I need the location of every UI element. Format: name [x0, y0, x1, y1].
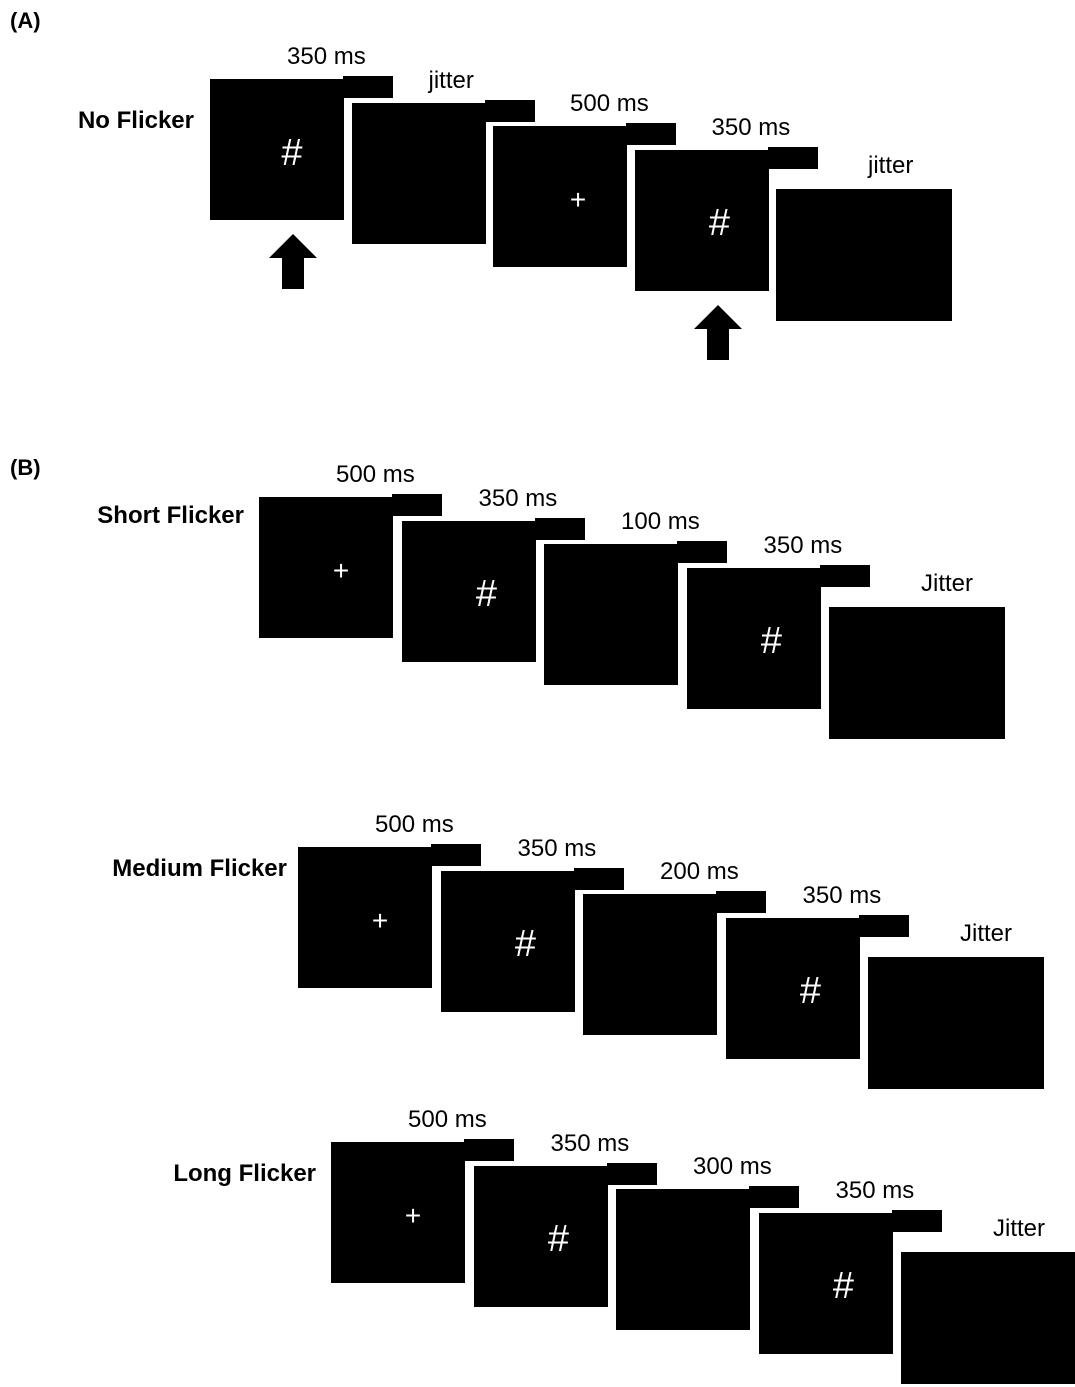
- stimulus-screen: #: [470, 1162, 611, 1310]
- mask-hash-symbol: #: [708, 202, 731, 244]
- stimulus-screen: +: [490, 123, 630, 270]
- stimulus-screen: [541, 541, 681, 688]
- duration-label: 500 ms: [336, 461, 415, 488]
- mask-hash-symbol: #: [832, 1265, 855, 1307]
- duration-tab: [534, 517, 585, 540]
- duration-tab: [819, 564, 870, 587]
- panel-label-b: (B): [10, 455, 41, 480]
- row-label-no-flicker: No Flicker: [77, 107, 194, 134]
- panel-label-a: (A): [10, 8, 41, 33]
- duration-label: 500 ms: [408, 1106, 487, 1133]
- stimulus-screen: +: [328, 1139, 468, 1286]
- duration-tab: [677, 541, 727, 563]
- stimulus-screen: #: [755, 1209, 896, 1357]
- duration-label: 500 ms: [375, 811, 454, 838]
- stimulus-screen: [613, 1186, 753, 1333]
- duration-label: 300 ms: [693, 1153, 772, 1180]
- fixation-cross: +: [404, 1199, 422, 1231]
- duration-label: 350 ms: [835, 1176, 915, 1204]
- duration-tab: [606, 1162, 657, 1185]
- duration-label: 100 ms: [621, 508, 700, 535]
- duration-label: 350 ms: [517, 834, 597, 862]
- duration-tab: [858, 914, 909, 937]
- up-arrow-icon: [269, 234, 317, 294]
- duration-tab: [767, 146, 818, 169]
- duration-label: 350 ms: [287, 43, 366, 70]
- stimulus-screen: [898, 1249, 1075, 1387]
- stimulus-screen: [865, 954, 1047, 1092]
- stimulus-screen: [826, 604, 1008, 742]
- duration-tab: [343, 76, 393, 98]
- up-arrow-icon: [693, 304, 742, 365]
- mask-hash-symbol: #: [514, 923, 537, 965]
- duration-label: Jitter: [960, 920, 1013, 947]
- stimulus-screen: #: [631, 146, 772, 294]
- stimulus-screen: [580, 891, 720, 1038]
- duration-label: Jitter: [993, 1215, 1046, 1242]
- stimulus-screen: #: [722, 914, 863, 1062]
- duration-label: 500 ms: [570, 90, 649, 117]
- stimulus-screen: [773, 186, 955, 324]
- stimulus-screen: #: [683, 564, 824, 712]
- duration-tab: [573, 867, 624, 890]
- stimulus-screen: #: [207, 76, 347, 223]
- stimulus-screen: +: [295, 844, 435, 991]
- duration-label: 350 ms: [711, 113, 791, 141]
- mask-hash-symbol: #: [281, 131, 303, 174]
- duration-tab: [716, 891, 766, 913]
- duration-label: Jitter: [921, 570, 974, 597]
- stimulus-screen: #: [437, 867, 578, 1015]
- duration-label: 350 ms: [550, 1129, 630, 1157]
- duration-label: jitter: [428, 66, 474, 94]
- duration-tab: [431, 844, 481, 866]
- duration-label: 350 ms: [478, 484, 558, 512]
- duration-tab: [392, 494, 442, 516]
- duration-tab: [626, 123, 676, 145]
- stimulus-screen: +: [256, 494, 396, 641]
- mask-hash-symbol: #: [799, 970, 822, 1012]
- duration-label: 350 ms: [763, 531, 843, 559]
- row-label-medium-flicker: Medium Flicker: [112, 855, 287, 882]
- fixation-cross: +: [371, 904, 389, 936]
- row-label-short-flicker: Short Flicker: [97, 502, 244, 529]
- mask-hash-symbol: #: [475, 573, 498, 615]
- duration-tab: [464, 1139, 514, 1161]
- mask-hash-symbol: #: [547, 1218, 570, 1260]
- row-label-long-flicker: Long Flicker: [173, 1160, 316, 1187]
- stimulus-screen: #: [398, 517, 539, 665]
- duration-label: jitter: [868, 152, 914, 179]
- mask-hash-symbol: #: [760, 620, 783, 662]
- duration-tab: [891, 1209, 942, 1232]
- fixation-cross: +: [332, 554, 350, 586]
- duration-tab: [484, 99, 535, 122]
- duration-tab: [749, 1186, 799, 1208]
- duration-label: 350 ms: [802, 881, 882, 909]
- duration-label: 200 ms: [660, 858, 739, 885]
- fixation-cross: +: [569, 183, 587, 215]
- stimulus-screen: [348, 99, 489, 247]
